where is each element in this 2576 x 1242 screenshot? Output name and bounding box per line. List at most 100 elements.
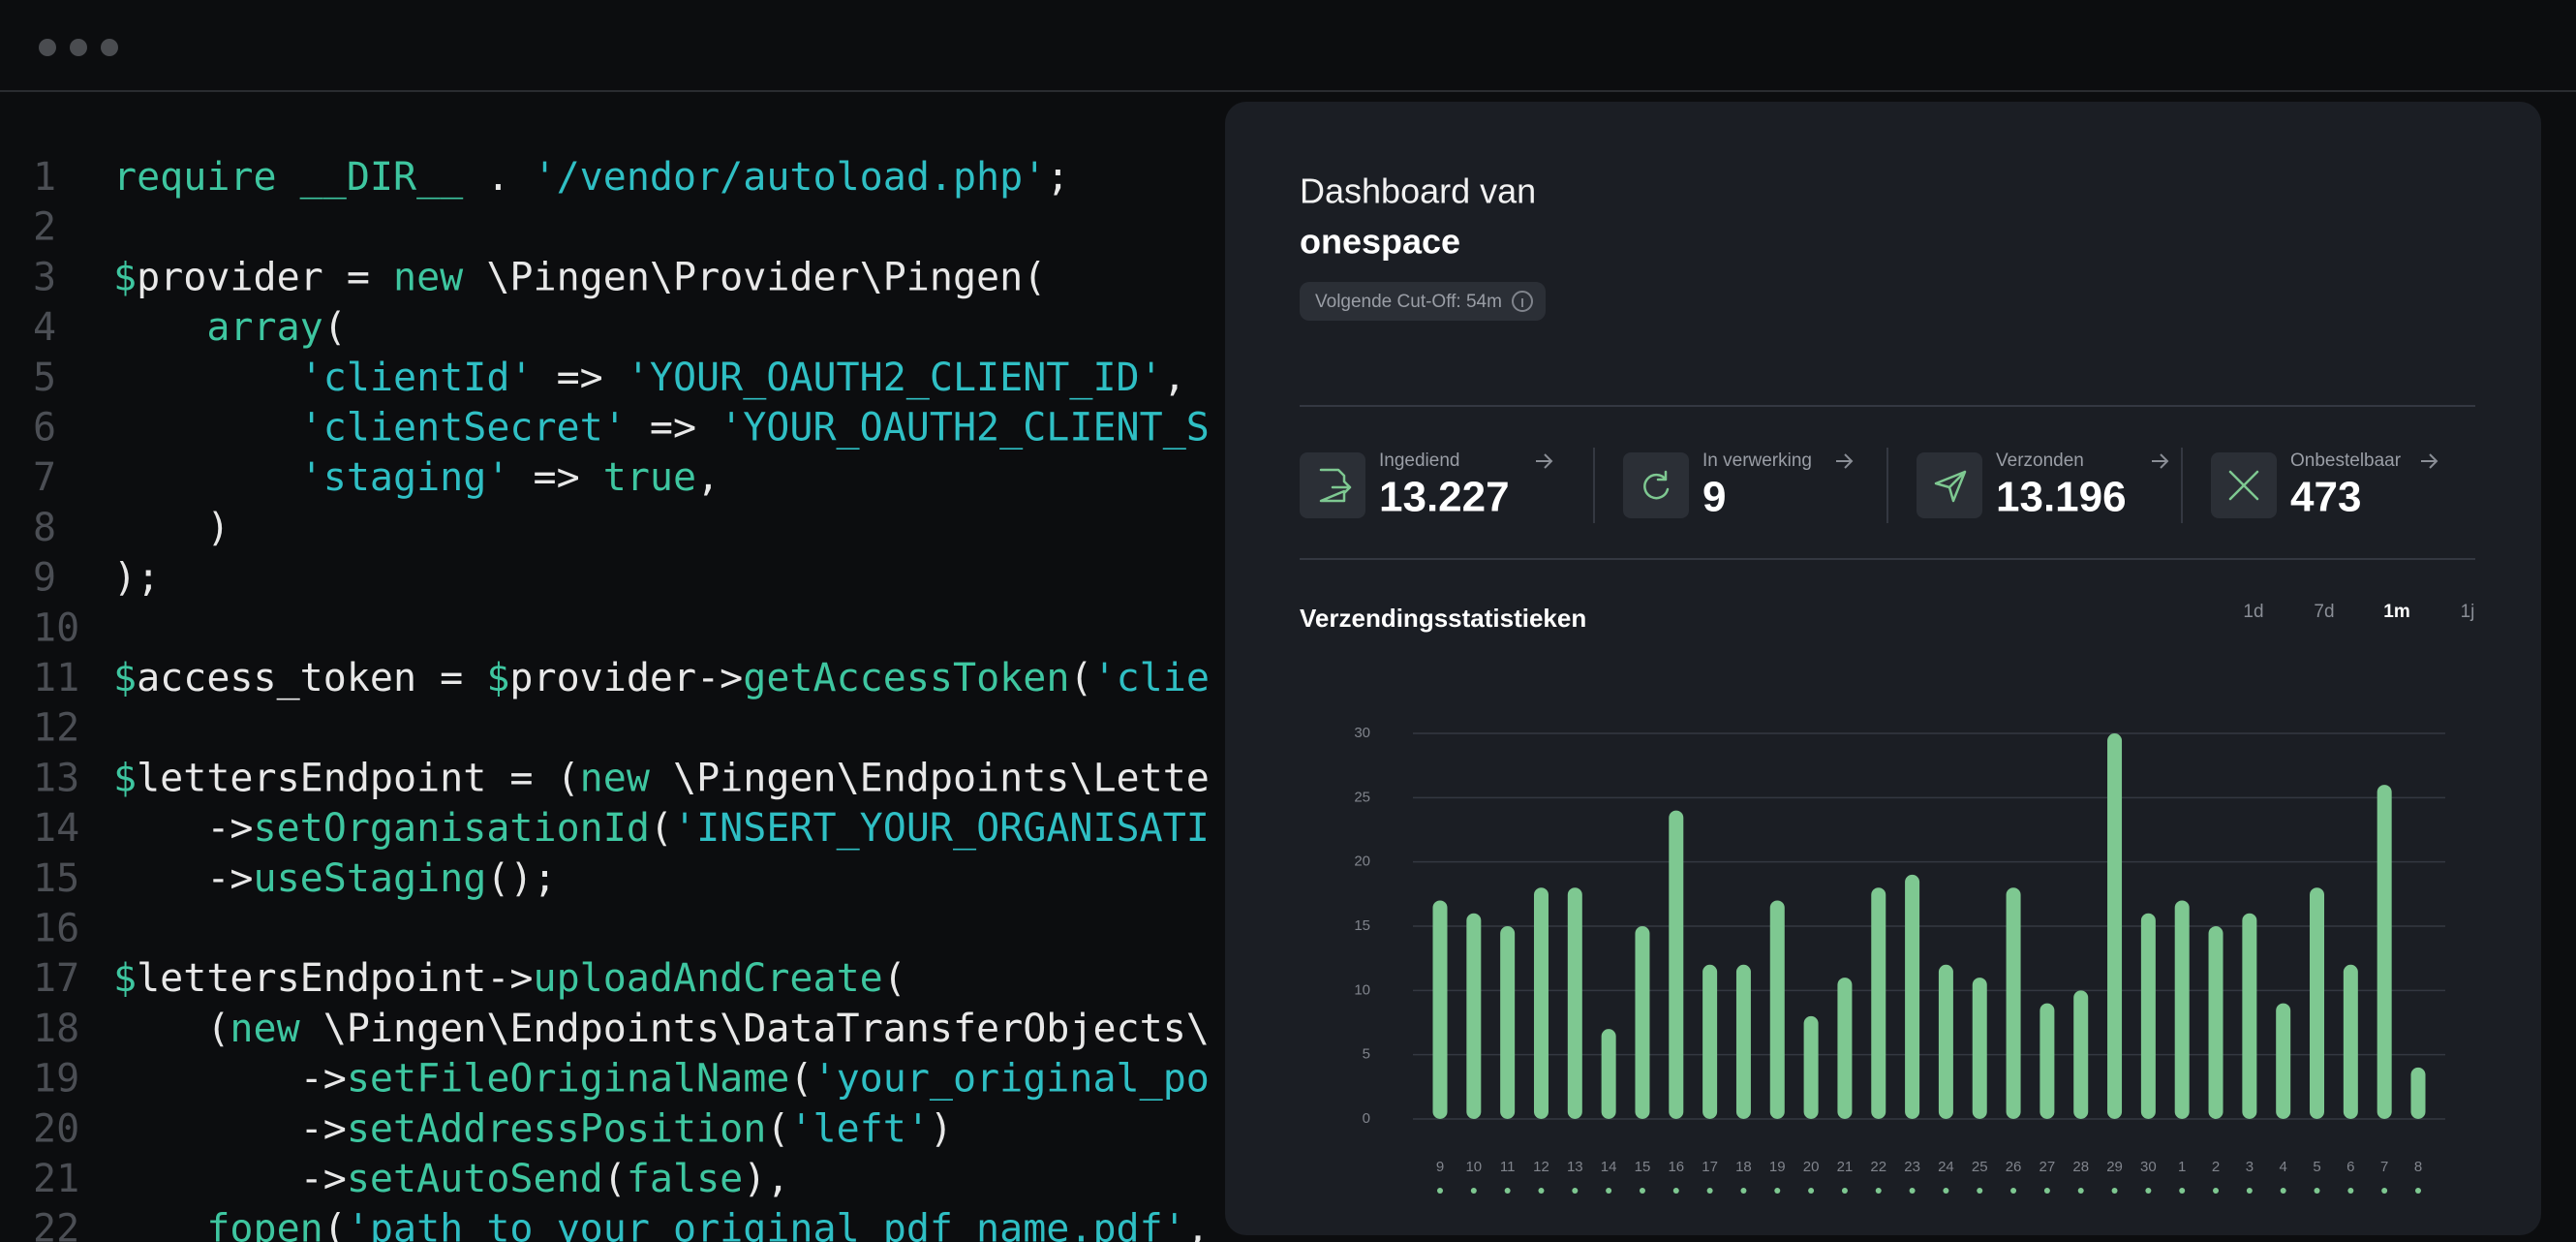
window-dot[interactable] — [39, 39, 56, 56]
x-tick-label: 1 — [2178, 1159, 2186, 1175]
bar — [1803, 1015, 1819, 1119]
code-token: setAutoSend — [347, 1157, 603, 1201]
x-tick-label: 27 — [2039, 1159, 2056, 1175]
line-number: 16 — [33, 907, 79, 951]
code-line: 'staging' => true, — [113, 455, 720, 500]
x-tick-dot — [1470, 1188, 1477, 1194]
code-token: , — [1186, 1207, 1210, 1242]
code-line: $access_token = $provider->getAccessToke… — [113, 656, 1210, 700]
x-tick-label: 14 — [1601, 1159, 1617, 1175]
stat-arrow[interactable] — [1536, 453, 1553, 469]
line-number: 2 — [33, 205, 56, 250]
window-dot[interactable] — [70, 39, 87, 56]
y-tick-label: 20 — [1354, 854, 1370, 870]
bar — [2107, 733, 2123, 1119]
x-tick-label: 9 — [1436, 1159, 1444, 1175]
code-token — [113, 1207, 206, 1242]
code-token: false — [627, 1157, 743, 1201]
line-number: 14 — [33, 806, 79, 851]
x-tick-label: 23 — [1904, 1159, 1920, 1175]
range-tab[interactable]: 1d — [2243, 602, 2263, 622]
bar — [2140, 913, 2156, 1119]
x-tick-dot — [2314, 1188, 2320, 1194]
stat-arrow[interactable] — [1836, 453, 1854, 469]
x-tick-label: 17 — [1702, 1159, 1718, 1175]
stat-icon — [2228, 470, 2259, 501]
stat-arrow[interactable] — [2152, 453, 2169, 469]
code-token: ( — [650, 806, 673, 851]
x-tick-dot — [2077, 1188, 2084, 1194]
code-token: ( — [323, 1207, 347, 1242]
stat-icon-box — [1623, 452, 1689, 518]
x-tick-dot — [2179, 1188, 2186, 1194]
x-tick-label: 21 — [1837, 1159, 1854, 1175]
code-token: useStaging — [254, 856, 487, 901]
bar — [1601, 1029, 1616, 1119]
code-token: lettersEndpoint-> — [137, 956, 533, 1001]
code-token: ( — [789, 1057, 813, 1102]
x-tick-label: 26 — [2006, 1159, 2022, 1175]
code-token: => — [533, 356, 626, 400]
stat-label: Onbestelbaar — [2290, 450, 2402, 471]
x-tick-label: 13 — [1567, 1159, 1583, 1175]
code-line: 'clientId' => 'YOUR_OAUTH2_CLIENT_ID', — [113, 356, 1186, 400]
code-token: __DIR__ — [300, 155, 464, 200]
window-dot[interactable] — [101, 39, 118, 56]
code-token: access_token = — [137, 656, 486, 700]
code-line: 'clientSecret' => 'YOUR_OAUTH2_CLIENT_S — [113, 406, 1210, 450]
x-tick-dot — [2415, 1188, 2421, 1194]
bar — [2410, 1067, 2426, 1119]
bar — [2039, 1003, 2055, 1119]
code-editor: 1 require __DIR__ . '/vendor/autoload.php… — [33, 155, 1210, 1242]
x-tick-dot — [2043, 1188, 2050, 1194]
bar — [2208, 926, 2223, 1119]
x-tick-dot — [1740, 1188, 1747, 1194]
x-tick-label: 12 — [1533, 1159, 1549, 1175]
stat-arrow[interactable] — [2421, 453, 2438, 469]
code-token: $ — [113, 656, 137, 700]
range-tab[interactable]: 1m — [2383, 602, 2409, 622]
code-token: new — [230, 1007, 300, 1051]
x-tick-dot — [2347, 1188, 2354, 1194]
code-token: new — [393, 255, 464, 299]
x-tick-label: 24 — [1938, 1159, 1954, 1175]
code-line: ->setFileOriginalName('your_original_po — [113, 1057, 1210, 1102]
range-tab[interactable]: 7d — [2314, 602, 2334, 622]
code-line: $provider = new \Pingen\Provider\Pingen( — [113, 255, 1046, 299]
x-tick-dot — [2246, 1188, 2253, 1194]
bar — [1635, 926, 1650, 1119]
range-tab[interactable]: 1j — [2461, 602, 2475, 622]
x-tick-label: 3 — [2246, 1159, 2254, 1175]
code-token — [113, 356, 300, 400]
code-token: ), — [743, 1157, 789, 1201]
line-number: 20 — [33, 1106, 79, 1151]
code-line: ->setAddressPosition('left') — [113, 1106, 953, 1151]
code-token: uploadAndCreate — [534, 956, 883, 1001]
code-token: -> — [113, 856, 254, 901]
code-token: 'left' — [789, 1106, 930, 1151]
code-token: ( — [603, 1157, 627, 1201]
code-token: , — [696, 455, 720, 500]
code-line: array( — [113, 305, 347, 350]
x-tick-dot — [2145, 1188, 2152, 1194]
code-line: ->useStaging(); — [113, 856, 557, 901]
x-tick-dot — [1774, 1188, 1781, 1194]
dashboard-heading: Dashboard van — [1300, 171, 1536, 211]
x-tick-dot — [1437, 1188, 1443, 1194]
cutoff-badge — [1300, 282, 1546, 321]
x-tick-dot — [1504, 1188, 1511, 1194]
x-tick-dot — [1606, 1188, 1612, 1194]
stat-icon — [1319, 468, 1352, 503]
code-token: ( — [113, 1007, 230, 1051]
bar — [1432, 900, 1448, 1119]
code-token: ); — [113, 556, 160, 601]
x-tick-dot — [1909, 1188, 1916, 1194]
x-tick-dot — [2111, 1188, 2118, 1194]
line-number: 13 — [33, 756, 79, 800]
code-token: => — [509, 455, 602, 500]
code-token: setOrganisationId — [254, 806, 650, 851]
code-token — [113, 455, 300, 500]
x-tick-label: 25 — [1972, 1159, 1988, 1175]
info-icon[interactable] — [1512, 291, 1533, 312]
x-tick-dot — [1672, 1188, 1679, 1194]
